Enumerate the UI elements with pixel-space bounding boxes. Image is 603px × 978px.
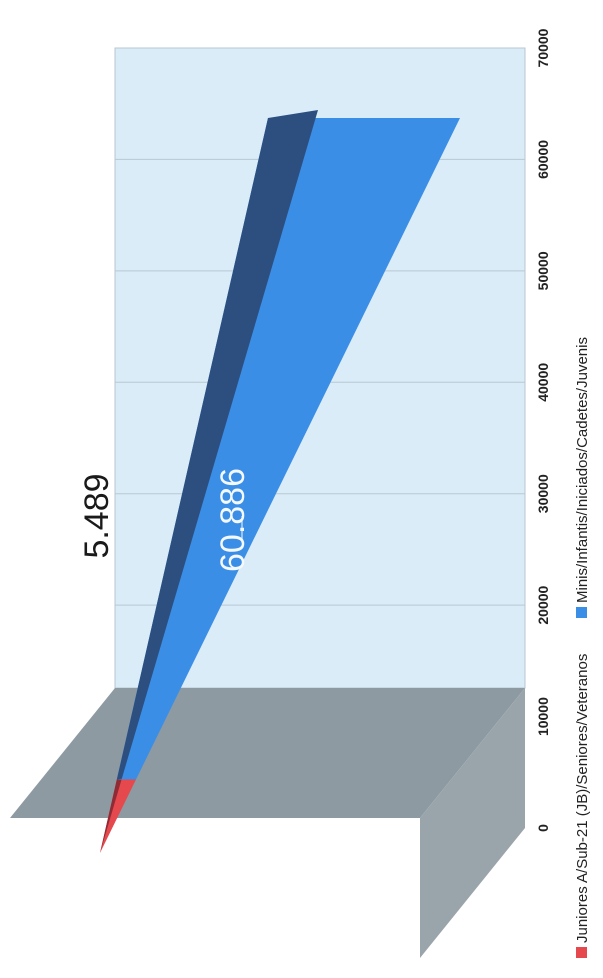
legend-swatch-blue: [576, 607, 587, 618]
y-tick-label: 70000: [535, 28, 551, 67]
legend-label-red: Juniores A/Sub-21 (JB)/Seniores/Veterano…: [574, 654, 591, 943]
data-label-red: 5.489: [78, 473, 116, 558]
legend: Juniores A/Sub-21 (JB)/Seniores/Veterano…: [574, 337, 591, 958]
y-tick-label: 50000: [535, 251, 551, 290]
pyramid-segment-blue-front: [116, 118, 460, 780]
floor: [420, 688, 525, 958]
y-tick-label: 30000: [535, 474, 551, 513]
y-tick-label: 0: [535, 824, 551, 832]
pyramid-segment-red-front: [100, 779, 136, 853]
pyramid-segment-blue-side: [116, 110, 318, 780]
y-tick-label: 60000: [535, 140, 551, 179]
y-tick-label: 10000: [535, 697, 551, 736]
y-axis-ticks: 0 10000 20000 30000 40000 50000 60000 70…: [535, 28, 551, 832]
legend-label-blue: Minis/Infantis/Iniciados/Cadetes/Juvenis: [574, 337, 591, 603]
pyramid-segment-red-side: [100, 778, 122, 853]
legend-swatch-red: [576, 947, 587, 958]
y-tick-label: 40000: [535, 363, 551, 402]
y-tick-label: 20000: [535, 585, 551, 624]
data-label-blue: 60.886: [214, 468, 252, 572]
